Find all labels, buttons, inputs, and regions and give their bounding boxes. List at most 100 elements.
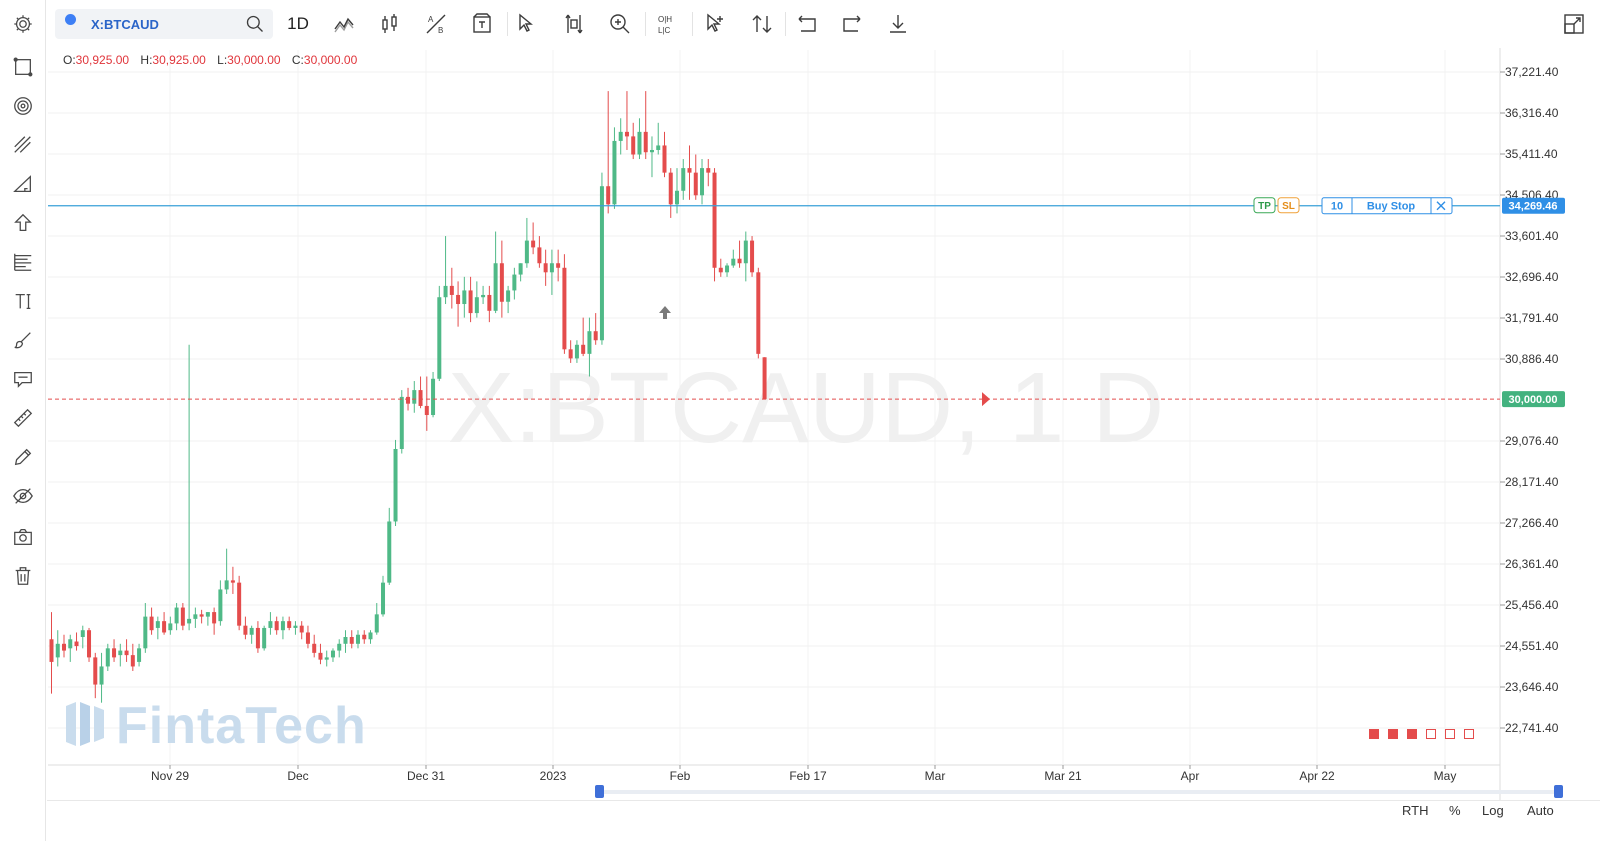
redo-icon[interactable] bbox=[836, 9, 868, 39]
candlestick-icon[interactable] bbox=[374, 9, 406, 39]
candle[interactable] bbox=[462, 276, 467, 318]
candle[interactable] bbox=[349, 630, 354, 649]
candle[interactable] bbox=[750, 236, 755, 277]
candle[interactable] bbox=[80, 625, 85, 649]
candle[interactable] bbox=[612, 127, 617, 209]
trash-icon[interactable] bbox=[8, 561, 38, 591]
percent-toggle[interactable]: % bbox=[1449, 803, 1461, 818]
page-dot[interactable] bbox=[1445, 729, 1455, 739]
candle[interactable] bbox=[274, 616, 279, 635]
candle[interactable] bbox=[574, 340, 579, 363]
parallel-lines-icon[interactable] bbox=[8, 130, 38, 160]
undo-icon[interactable] bbox=[791, 9, 823, 39]
candle[interactable] bbox=[687, 145, 692, 200]
candle[interactable] bbox=[399, 390, 404, 454]
candle[interactable] bbox=[49, 612, 54, 694]
ohlc-toggle-icon[interactable]: O|H L|C bbox=[652, 9, 684, 39]
candle[interactable] bbox=[662, 131, 667, 178]
candle[interactable] bbox=[393, 439, 398, 527]
order-box[interactable]: 10 Buy Stop bbox=[1321, 197, 1453, 215]
candle[interactable] bbox=[518, 263, 523, 282]
candle[interactable] bbox=[756, 267, 761, 359]
candle[interactable] bbox=[174, 603, 179, 631]
eye-hide-icon[interactable] bbox=[8, 481, 38, 511]
candle[interactable] bbox=[700, 159, 705, 205]
event-marker-icon[interactable] bbox=[659, 306, 671, 319]
candle[interactable] bbox=[675, 168, 679, 214]
candle[interactable] bbox=[456, 281, 461, 327]
candle[interactable] bbox=[593, 313, 598, 345]
candle[interactable] bbox=[118, 643, 123, 667]
rth-toggle[interactable]: RTH bbox=[1402, 803, 1429, 818]
page-dot[interactable] bbox=[1426, 729, 1436, 739]
candle[interactable] bbox=[474, 281, 479, 318]
candle[interactable] bbox=[137, 643, 142, 667]
page-dot[interactable] bbox=[1407, 729, 1417, 739]
take-profit-button[interactable]: TP bbox=[1253, 197, 1276, 214]
candle[interactable] bbox=[481, 285, 486, 305]
candle[interactable] bbox=[493, 231, 498, 314]
candle[interactable] bbox=[524, 217, 529, 268]
scrollbar-left-handle[interactable] bbox=[595, 785, 604, 798]
candle[interactable] bbox=[230, 566, 235, 594]
candle[interactable] bbox=[743, 231, 748, 282]
candle[interactable] bbox=[424, 376, 429, 431]
candle[interactable] bbox=[668, 168, 673, 218]
candle[interactable] bbox=[124, 639, 129, 662]
search-icon[interactable] bbox=[245, 14, 265, 34]
candle[interactable] bbox=[637, 118, 642, 160]
candle[interactable] bbox=[343, 630, 348, 653]
candle[interactable] bbox=[355, 630, 360, 649]
candle[interactable] bbox=[581, 317, 586, 357]
candle[interactable] bbox=[168, 616, 173, 635]
trade-cursor-icon[interactable] bbox=[698, 9, 730, 39]
log-toggle[interactable]: Log bbox=[1482, 803, 1504, 818]
candle[interactable] bbox=[237, 575, 242, 631]
time-scrollbar[interactable] bbox=[598, 790, 1560, 794]
candle[interactable] bbox=[187, 344, 192, 631]
candle[interactable] bbox=[512, 267, 517, 300]
candle[interactable] bbox=[268, 612, 273, 635]
candle[interactable] bbox=[537, 236, 542, 268]
candle[interactable] bbox=[587, 317, 592, 377]
candle[interactable] bbox=[243, 616, 248, 640]
fibonacci-icon[interactable] bbox=[8, 247, 38, 277]
candle[interactable] bbox=[737, 240, 742, 268]
symbol-search-box[interactable]: X:BTCAUD bbox=[55, 9, 273, 39]
stop-loss-button[interactable]: SL bbox=[1277, 197, 1300, 214]
candle[interactable] bbox=[362, 630, 367, 644]
candle[interactable] bbox=[162, 612, 167, 635]
candle[interactable] bbox=[706, 159, 711, 187]
page-dot[interactable] bbox=[1388, 729, 1398, 739]
order-quantity[interactable]: 10 bbox=[1331, 201, 1343, 213]
candle[interactable] bbox=[199, 609, 204, 624]
ruler-icon[interactable] bbox=[8, 403, 38, 433]
candle[interactable] bbox=[205, 612, 210, 626]
candle[interactable] bbox=[437, 285, 442, 382]
candle[interactable] bbox=[337, 639, 342, 658]
sort-icon[interactable] bbox=[746, 9, 778, 39]
rectangle-icon[interactable] bbox=[8, 52, 38, 82]
candle[interactable] bbox=[443, 236, 448, 305]
candle[interactable] bbox=[543, 249, 548, 286]
candle[interactable] bbox=[712, 168, 717, 282]
candle[interactable] bbox=[112, 639, 117, 662]
candle[interactable] bbox=[549, 249, 554, 295]
candle[interactable] bbox=[180, 603, 185, 631]
candle[interactable] bbox=[318, 643, 323, 665]
candle[interactable] bbox=[762, 357, 767, 400]
candle[interactable] bbox=[224, 548, 229, 594]
candle[interactable] bbox=[618, 118, 623, 155]
candle[interactable] bbox=[68, 634, 73, 662]
candle[interactable] bbox=[693, 154, 698, 200]
candle[interactable] bbox=[649, 136, 654, 178]
candle[interactable] bbox=[656, 122, 661, 155]
target-icon[interactable] bbox=[8, 91, 38, 121]
candle[interactable] bbox=[262, 625, 267, 651]
candle[interactable] bbox=[55, 630, 60, 667]
scale-icon[interactable] bbox=[558, 9, 590, 39]
candle[interactable] bbox=[531, 222, 536, 255]
candle[interactable] bbox=[280, 616, 285, 640]
candle[interactable] bbox=[643, 91, 648, 160]
